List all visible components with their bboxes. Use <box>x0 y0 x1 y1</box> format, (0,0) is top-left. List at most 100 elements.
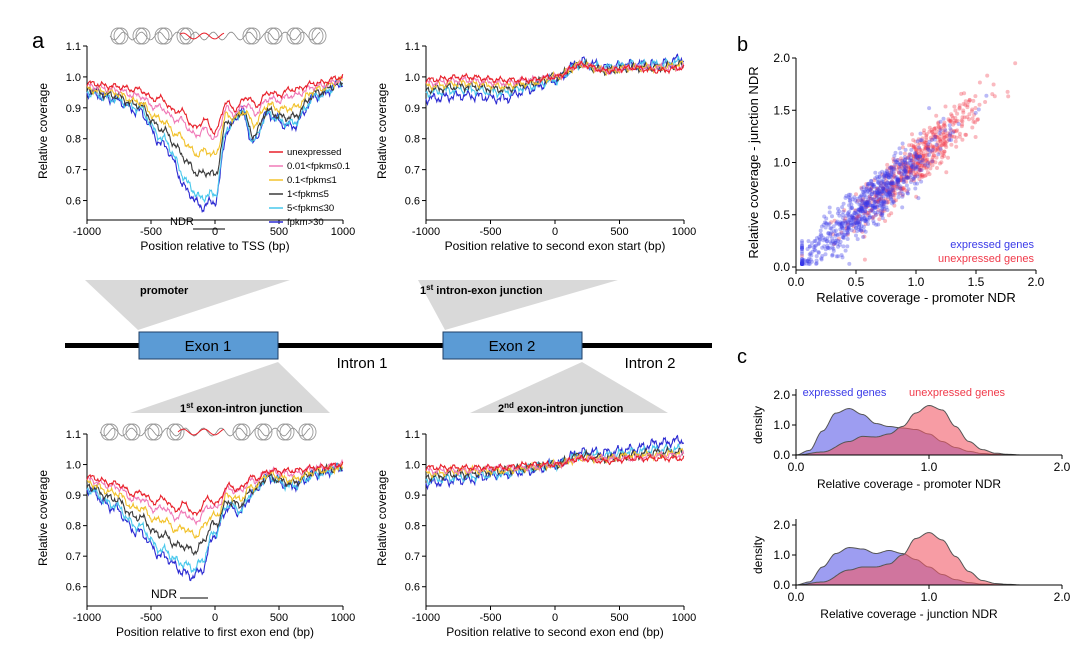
scatter-point <box>845 228 850 233</box>
scatter-point <box>836 254 841 259</box>
scatter-point <box>919 139 924 144</box>
y-tick-label: 0.6 <box>66 582 81 594</box>
scatter-point <box>903 165 908 170</box>
scatter-point <box>834 238 839 243</box>
scatter-point <box>908 169 913 174</box>
scatter-point <box>857 221 862 226</box>
scatter-point <box>866 199 871 204</box>
scatter-point <box>847 203 852 208</box>
scatter-point <box>938 128 943 133</box>
x-tick-label: -1000 <box>73 612 101 624</box>
series-line-gt30 <box>425 53 685 107</box>
scatter-point <box>923 145 928 149</box>
scatter-point <box>890 192 895 197</box>
scatter-point <box>853 225 858 230</box>
x-axis-label: Position relative to second exon end (bp… <box>446 625 663 639</box>
scatter-point <box>867 181 872 186</box>
scatter-point <box>879 190 884 194</box>
scatter-point <box>897 162 902 167</box>
scatter-point <box>962 115 967 120</box>
scatter-point <box>888 192 893 197</box>
y-tick-label: 0.9 <box>66 490 81 502</box>
scatter-point <box>855 216 860 221</box>
scatter-point <box>848 196 852 201</box>
scatter-point <box>812 247 817 252</box>
scatter-point <box>942 139 947 144</box>
scatter-point <box>960 122 965 127</box>
scatter-point <box>924 165 929 170</box>
scatter-point <box>823 247 828 252</box>
scatter-point <box>807 259 812 264</box>
scatter-point <box>817 238 822 243</box>
scatter-point <box>861 201 866 206</box>
scatter-point <box>938 139 943 144</box>
scatter-point <box>946 117 951 122</box>
scatter-point <box>826 231 831 236</box>
scatter-point <box>896 182 901 187</box>
scatter-point <box>904 175 909 180</box>
scatter-point <box>869 208 874 213</box>
scatter-point <box>833 228 838 233</box>
scatter-point <box>885 200 890 205</box>
scatter-point <box>897 177 902 182</box>
scatter-point <box>873 199 878 204</box>
scatter-point <box>915 172 920 177</box>
y-tick-label: 0.8 <box>405 521 420 533</box>
scatter-point <box>922 140 927 145</box>
y-tick-label: 1.0 <box>405 72 420 84</box>
nucleosome-icon <box>267 27 283 45</box>
scatter-point <box>906 175 911 180</box>
scatter-point <box>863 205 868 209</box>
scatter-point <box>1013 61 1018 66</box>
scatter-point <box>918 168 923 173</box>
scatter-point <box>818 232 823 237</box>
scatter-point <box>864 217 869 222</box>
scatter-point <box>873 206 878 210</box>
scatter-point <box>967 112 972 117</box>
scatter-point <box>800 253 804 258</box>
scatter-point <box>848 217 853 222</box>
scatter-point <box>917 159 922 164</box>
scatter-point <box>851 215 856 220</box>
scatter-point <box>927 129 932 134</box>
scatter-point <box>885 189 889 194</box>
scatter-point <box>912 174 917 179</box>
scatter-point <box>862 209 867 214</box>
scatter-point <box>846 231 850 235</box>
scatter-point <box>854 214 859 219</box>
scatter-point <box>890 180 894 185</box>
scatter-point <box>867 190 872 195</box>
scatter-point <box>916 160 921 165</box>
scatter-point <box>911 167 916 172</box>
scatter-point <box>800 261 804 266</box>
y-tick-label: 1.1 <box>66 429 81 441</box>
scatter-point <box>941 151 946 156</box>
scatter-point <box>957 131 962 136</box>
scatter-point <box>857 220 861 225</box>
scatter-point <box>917 140 922 145</box>
scatter-point <box>860 197 865 202</box>
scatter-point <box>800 259 804 264</box>
scatter-point <box>929 128 934 133</box>
nucleosome-icon <box>132 27 148 45</box>
scatter-point <box>944 145 949 149</box>
scatter-point <box>873 176 878 181</box>
scatter-point <box>875 177 880 182</box>
scatter-point <box>931 132 935 137</box>
scatter-point <box>948 134 953 139</box>
scatter-point <box>937 143 942 148</box>
scatter-point <box>829 226 834 231</box>
scatter-point <box>861 190 866 195</box>
scatter-point <box>869 196 874 201</box>
scatter-point <box>841 209 846 214</box>
scatter-point <box>1005 89 1010 94</box>
scatter-point <box>940 155 945 160</box>
scatter-point <box>909 172 913 177</box>
scatter-point <box>800 261 804 266</box>
scatter-point <box>902 168 907 173</box>
scatter-point <box>909 143 914 148</box>
scatter-point <box>921 164 926 168</box>
scatter-point <box>899 178 903 183</box>
scatter-point <box>909 171 913 175</box>
scatter-point <box>878 199 883 204</box>
